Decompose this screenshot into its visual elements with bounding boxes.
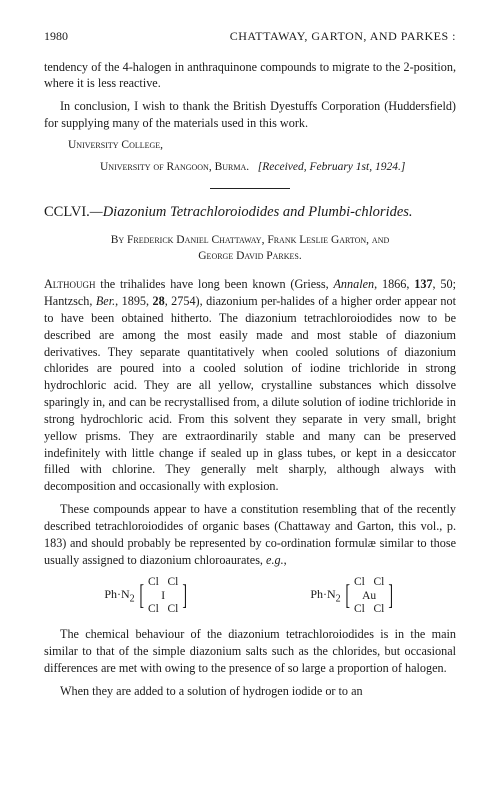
body-para-3: The chemical behaviour of the diazonium … — [44, 626, 456, 676]
p1-seg-h: , 1895, — [115, 294, 152, 308]
running-head: CHATTAWAY, GARTON, AND PARKES : — [230, 28, 456, 45]
right-bracket-icon: ] — [183, 582, 188, 610]
m2-row3: Cl Cl — [354, 603, 384, 616]
formula-prefix-2: Ph·N2 — [310, 586, 340, 606]
prev-article-fragment-2: In conclusion, I wish to thank the Briti… — [44, 98, 456, 132]
article-title: CCLVI.—Diazonium Tetrachloroiodides and … — [44, 203, 456, 223]
left-bracket-icon-2: [ — [345, 582, 350, 610]
prev-article-fragment-1: tendency of the 4-halogen in anthraquino… — [44, 59, 456, 93]
formula-aurate: Ph·N2 [ Cl Cl Au Cl Cl ] — [310, 576, 395, 616]
p1-seg-d: , 1866, — [374, 277, 414, 291]
p2-seg-c: , — [284, 553, 287, 567]
m1-row1: Cl Cl — [148, 576, 178, 589]
affiliation-line-1: University College, — [44, 138, 456, 154]
article-authors: By Frederick Daniel Chattaway, Frank Les… — [44, 232, 456, 264]
m2-row1: Cl Cl — [354, 576, 384, 589]
formula-prefix-1: Ph·N2 — [104, 586, 134, 606]
authors-line-1: By Frederick Daniel Chattaway, Frank Les… — [111, 234, 390, 246]
affiliation-place: University of Rangoon, Burma. — [100, 161, 249, 173]
body-para-4: When they are added to a solution of hyd… — [44, 683, 456, 700]
affiliation-line-2: University of Rangoon, Burma. [Received,… — [44, 160, 456, 176]
authors-line-2: George David Parkes. — [198, 250, 302, 262]
vol-28: 28 — [153, 294, 165, 308]
formula-iodide: Ph·N2 [ Cl Cl I Cl Cl ] — [104, 576, 189, 616]
body-para-1: Although the trihalides have long been k… — [44, 276, 456, 495]
right-bracket-icon-2: ] — [389, 582, 394, 610]
vol-137: 137 — [414, 277, 432, 291]
eg-abbrev: e.g. — [266, 553, 284, 567]
matrix-2: Cl Cl Au Cl Cl — [354, 576, 384, 616]
m1-row2: I — [148, 590, 178, 603]
p2-seg-a: These compounds appear to have a constit… — [44, 502, 456, 566]
article-title-text: —Diazonium Tetrachloroiodides and Plumbi… — [90, 204, 413, 220]
coordination-formulae: Ph·N2 [ Cl Cl I Cl Cl ] Ph·N2 [ Cl Cl Au… — [44, 576, 456, 616]
m2-row2: Au — [354, 590, 384, 603]
m1-row3: Cl Cl — [148, 603, 178, 616]
body-para-2: These compounds appear to have a constit… — [44, 501, 456, 568]
section-rule — [210, 188, 290, 189]
matrix-1: Cl Cl I Cl Cl — [148, 576, 178, 616]
lead-word: Although — [44, 277, 95, 291]
page-number: 1980 — [44, 28, 68, 45]
left-bracket-icon: [ — [139, 582, 144, 610]
received-date: [Received, February 1st, 1924.] — [258, 161, 406, 173]
p1-seg-j: , 2754), diazonium per-halides of a high… — [44, 294, 456, 493]
journal-annalen: Annalen — [333, 277, 374, 291]
journal-ber: Ber. — [96, 294, 115, 308]
article-number: CCLVI. — [44, 204, 90, 220]
p1-seg-b: the trihalides have long been known (Gri… — [95, 277, 333, 291]
